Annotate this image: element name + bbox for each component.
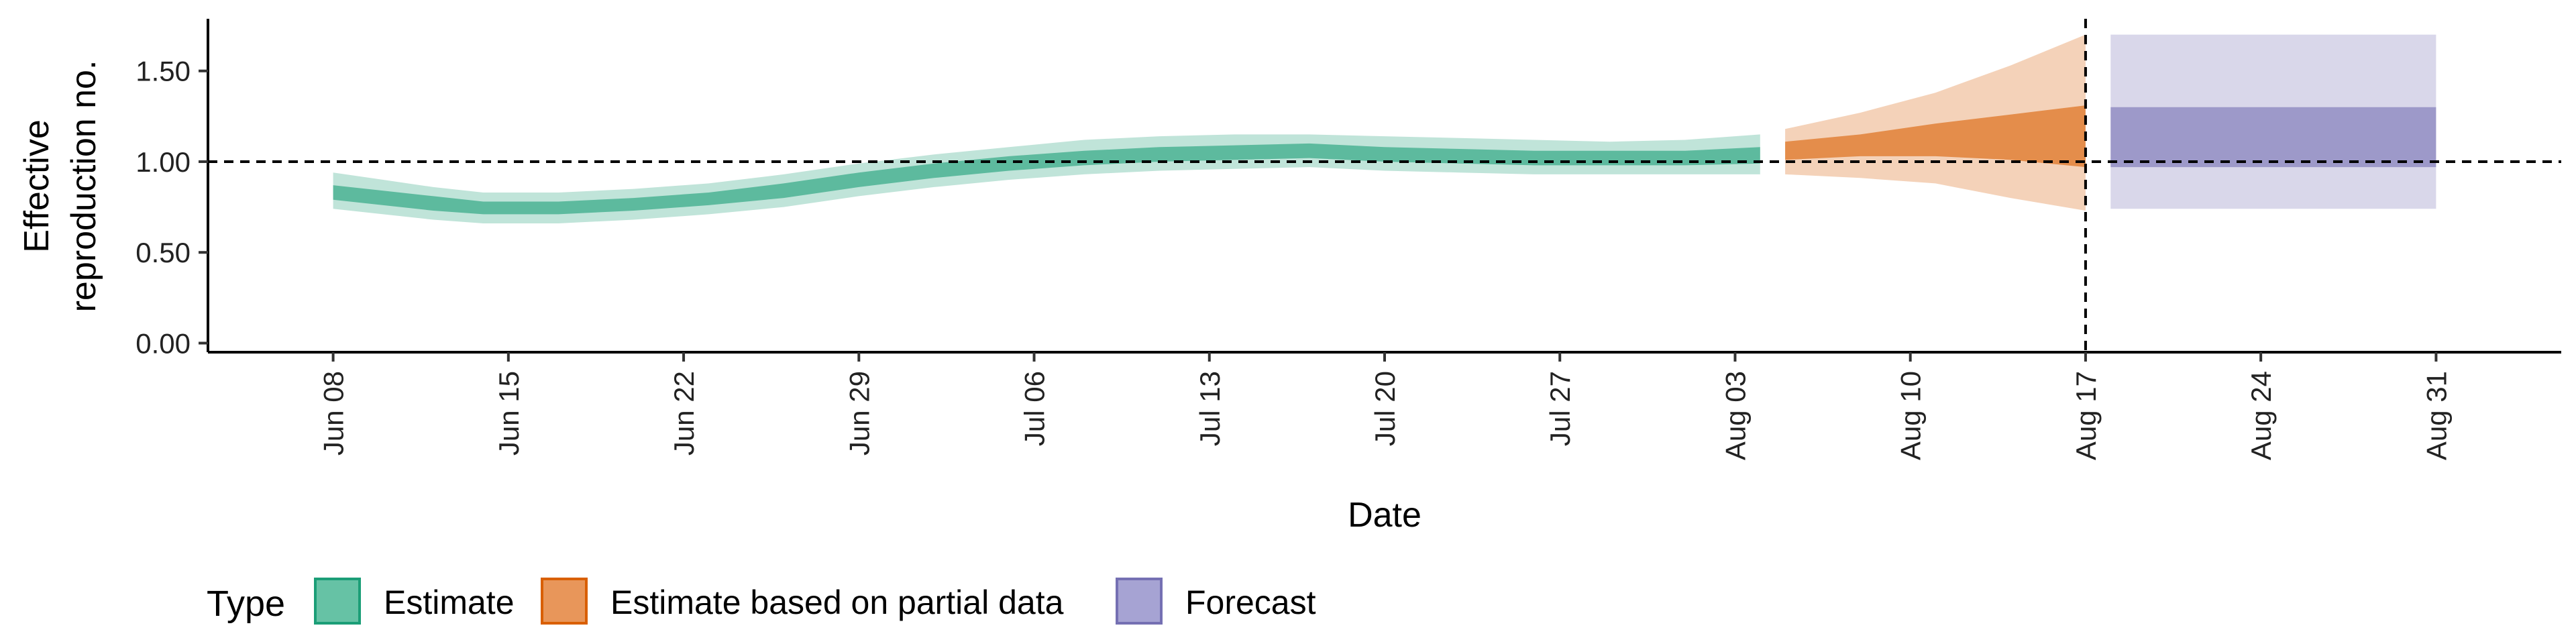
y-tick-label: 0.00 [136, 327, 191, 359]
x-tick-label: Aug 17 [2070, 371, 2102, 460]
estimate-based-on-partial-data-band-50 [1785, 105, 2086, 168]
y-tick-label: 0.50 [136, 237, 191, 268]
estimate-based-on-partial-data-band-90 [1785, 34, 2086, 211]
x-tick-label: Aug 03 [1719, 371, 1751, 460]
legend: Type Estimate Estimate based on partial d… [207, 578, 1316, 625]
estimate-based-on-partial-data-legend-label: Estimate based on partial data [610, 584, 1064, 621]
x-tick-label: Aug 10 [1895, 371, 1927, 460]
legend-items: Estimate Estimate based on partial data Fo… [314, 578, 1316, 625]
x-tick-label: Jul 06 [1019, 371, 1051, 446]
y-axis-title-line-1: Effective [17, 119, 56, 252]
x-tick-label: Jul 27 [1544, 371, 1576, 446]
y-tick-label: 1.50 [136, 56, 191, 87]
y-axis-title-line-2: reproduction no. [64, 60, 103, 313]
x-tick-label: Aug 24 [2245, 371, 2277, 460]
x-axis-ticks: Jun 08 Jun 15 Jun 22 Jun 29 Jul 06 Jul 13 Jul … [318, 352, 2452, 460]
y-axis-ticks: 0.00 0.50 1.00 1.50 [136, 56, 208, 359]
x-tick-label: Aug 31 [2420, 371, 2452, 460]
y-tick-label: 1.00 [136, 146, 191, 178]
x-tick-label: Jul 13 [1194, 371, 1226, 446]
interval-bands [333, 34, 2436, 223]
x-axis-title: Date [1348, 496, 1421, 535]
forecast-legend-swatch [1116, 578, 1163, 625]
x-tick-label: Jun 22 [668, 371, 700, 455]
x-tick-label: Jun 29 [843, 371, 875, 455]
x-tick-label: Jun 08 [318, 371, 350, 455]
estimate-legend-swatch [314, 578, 361, 625]
forecast-band-50 [2110, 107, 2436, 168]
legend-title: Type [207, 584, 285, 624]
x-tick-label: Jun 15 [493, 371, 525, 455]
estimate-based-on-partial-data-legend-swatch [541, 578, 588, 625]
estimate-band-50 [333, 143, 1760, 215]
x-tick-label: Jul 20 [1369, 371, 1401, 446]
reference-lines [208, 19, 2561, 352]
forecast-legend-label: Forecast [1185, 584, 1316, 621]
estimate-legend-label: Estimate [384, 584, 515, 621]
